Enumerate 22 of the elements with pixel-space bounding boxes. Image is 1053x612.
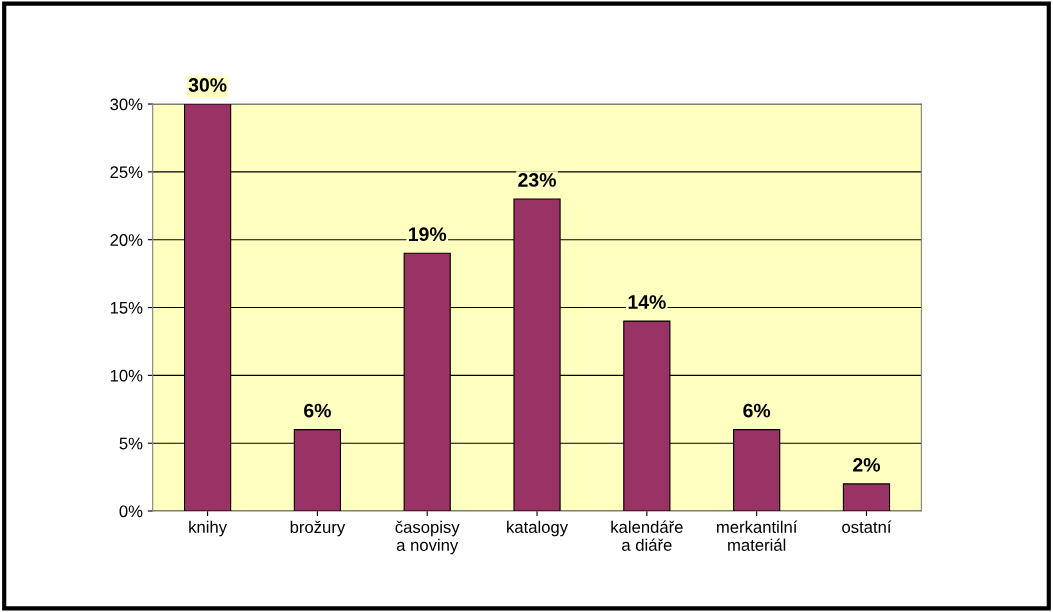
x-tick-label: ostatní xyxy=(842,520,892,533)
data-label: 14% xyxy=(628,295,666,309)
x-tick-label: kalendáře a diáře xyxy=(611,520,683,551)
data-label: 19% xyxy=(408,227,447,242)
data-label: 23% xyxy=(518,173,556,187)
y-tick-label: 15% xyxy=(110,302,143,314)
x-tick-label: knihy xyxy=(189,520,228,537)
y-tick-label: 25% xyxy=(110,166,143,179)
data-label: 6% xyxy=(743,403,771,418)
y-tick-label: 20% xyxy=(110,234,143,246)
data-label: 30% xyxy=(188,78,227,92)
data-label: 6% xyxy=(304,403,331,418)
x-tick-label: katalogy xyxy=(507,520,569,537)
x-tick-label: brožury xyxy=(290,520,346,537)
y-tick-label: 30% xyxy=(110,98,143,111)
y-tick-label: 10% xyxy=(110,369,143,382)
y-tick-label: 5% xyxy=(119,437,143,450)
data-label: 2% xyxy=(853,457,881,472)
x-tick-label: merkantilní materiál xyxy=(717,520,798,551)
y-tick-label: 0% xyxy=(119,505,143,518)
x-tick-label: časopisy a noviny xyxy=(395,520,460,555)
bar xyxy=(842,483,891,512)
